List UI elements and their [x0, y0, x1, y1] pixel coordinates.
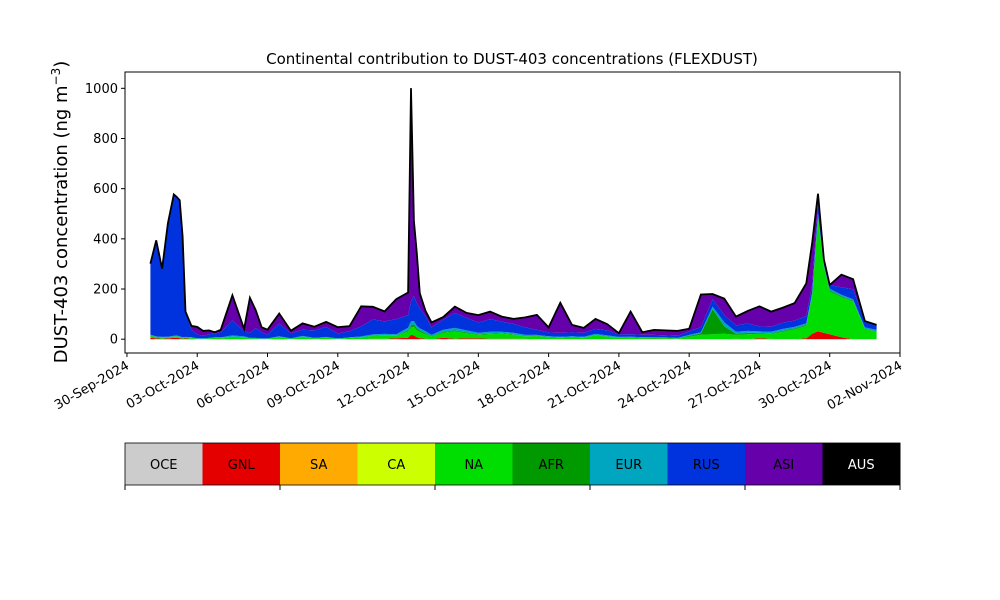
- colorbar-cell-oce: OCE: [125, 443, 203, 485]
- colorbar-label: EUR: [615, 458, 642, 473]
- colorbar-label: SA: [310, 458, 327, 473]
- continent-colorbar: OCE GNL SA CA NA AFR EUR RUS ASI AUS: [124, 442, 901, 490]
- colorbar-cell-aus: AUS: [822, 443, 901, 485]
- y-tick: 800: [93, 132, 125, 147]
- y-axis-label: DUST-403 concentration (ng m−3): [49, 61, 72, 364]
- colorbar-cell-asi: ASI: [745, 443, 823, 485]
- colorbar-frame: [124, 442, 901, 486]
- area-asi: [150, 88, 877, 336]
- colorbar-cell-rus: RUS: [667, 443, 746, 485]
- y-tick-label: 600: [93, 182, 118, 197]
- stacked-areas: [150, 88, 877, 340]
- y-tick-label: 1000: [85, 82, 118, 97]
- y-tick-label: 200: [93, 283, 118, 298]
- colorbar-cell-ca: CA: [357, 443, 436, 485]
- colorbar-cell-gnl: GNL: [202, 443, 281, 485]
- y-tick-label: 400: [93, 232, 118, 247]
- plot-frame: [124, 71, 901, 354]
- total-concentration-line: [149, 88, 877, 335]
- chart-title: Continental contribution to DUST-403 con…: [266, 50, 758, 68]
- colorbar-label: AFR: [539, 458, 564, 473]
- colorbar-label: AUS: [848, 458, 875, 473]
- colorbar-label: OCE: [150, 458, 178, 473]
- y-tick: 400: [93, 232, 125, 247]
- area-gnl: [150, 331, 877, 340]
- area-rus: [150, 195, 877, 339]
- area-na: [150, 218, 877, 340]
- y-tick: 600: [93, 182, 125, 197]
- colorbar-label: NA: [464, 458, 483, 473]
- colorbar-cell-afr: AFR: [512, 443, 591, 485]
- y-tick: 200: [93, 283, 125, 298]
- colorbar-label: GNL: [228, 458, 256, 473]
- y-axis: 0 200 400 600 800 1000: [85, 82, 125, 348]
- y-tick-label: 800: [93, 132, 118, 147]
- colorbar-cell-eur: EUR: [590, 443, 668, 485]
- y-tick-label: 0: [110, 333, 118, 348]
- colorbar-label: RUS: [693, 458, 720, 473]
- colorbar-cell-na: NA: [435, 443, 513, 485]
- y-tick: 1000: [85, 82, 125, 97]
- colorbar-label: CA: [387, 458, 405, 473]
- colorbar-label: ASI: [773, 458, 794, 473]
- colorbar-cell-sa: SA: [280, 443, 358, 485]
- y-tick: 0: [110, 333, 125, 348]
